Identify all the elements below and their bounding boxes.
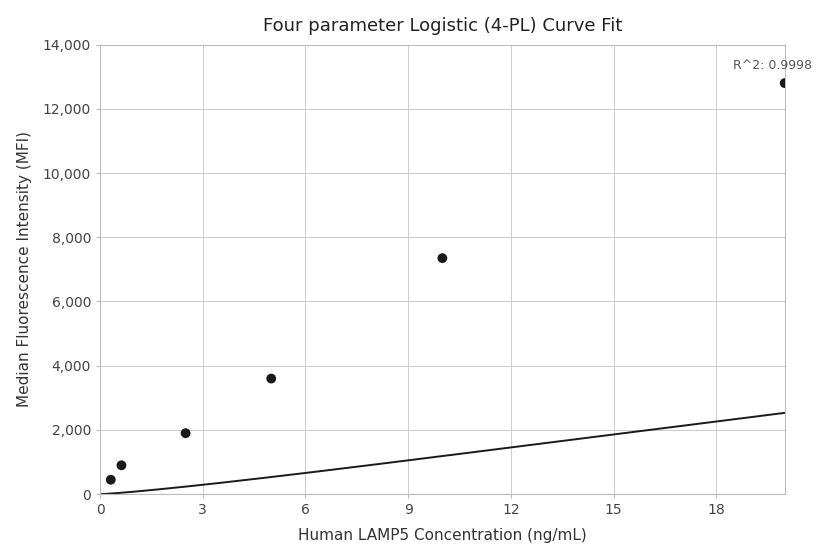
X-axis label: Human LAMP5 Concentration (ng/mL): Human LAMP5 Concentration (ng/mL)	[298, 528, 587, 543]
Point	[115, 461, 128, 470]
Point	[265, 374, 278, 383]
Title: Four parameter Logistic (4-PL) Curve Fit: Four parameter Logistic (4-PL) Curve Fit	[263, 17, 622, 35]
Text: R^2: 0.9998: R^2: 0.9998	[733, 59, 812, 72]
Y-axis label: Median Fluorescence Intensity (MFI): Median Fluorescence Intensity (MFI)	[17, 132, 32, 407]
Point	[778, 78, 791, 87]
Point	[104, 475, 117, 484]
Point	[436, 254, 449, 263]
Point	[179, 429, 192, 438]
